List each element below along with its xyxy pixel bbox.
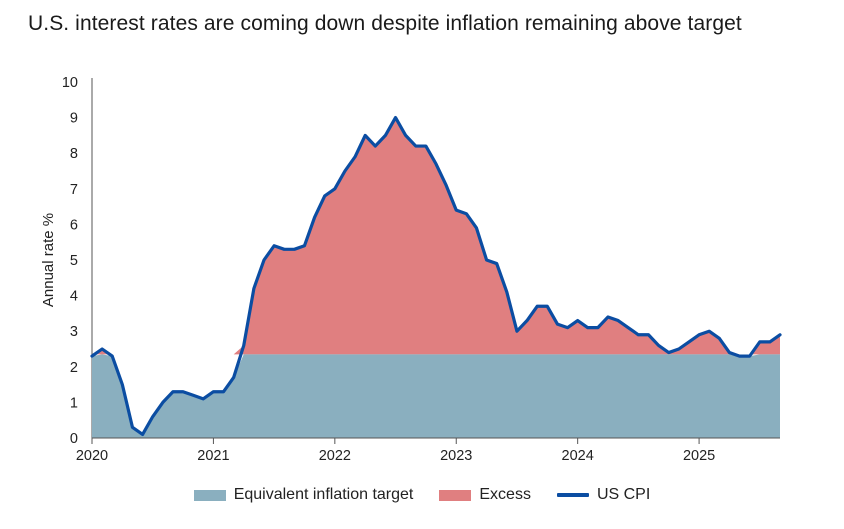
y-tick-label: 3 [70, 324, 78, 340]
y-tick-label: 4 [70, 289, 78, 305]
legend: Equivalent inflation target Excess US CP… [0, 486, 844, 504]
x-tick-label: 2024 [562, 448, 594, 464]
target-area [92, 354, 780, 438]
chart-svg: 0 1 2 3 4 5 6 7 8 9 10 2020 2021 2022 2023 2024 2025 An… [40, 75, 782, 464]
legend-item-cpi: US CPI [556, 486, 651, 504]
y-axis-label: Annual rate % [40, 213, 57, 307]
y-tick-label: 5 [70, 253, 78, 269]
cpi-line [90, 116, 782, 437]
x-axis: 2020 2021 2022 2023 2024 2025 [76, 437, 780, 464]
x-tick-label: 2021 [197, 448, 229, 464]
y-tick-label: 2 [70, 360, 78, 376]
y-tick-label: 8 [70, 146, 78, 162]
y-tick-label: 7 [70, 182, 78, 198]
legend-label-cpi: US CPI [596, 486, 651, 503]
y-tick-label: 0 [70, 431, 78, 447]
legend-swatch-target [193, 489, 226, 501]
x-tick-label: 2022 [319, 448, 351, 464]
legend-item-target: Equivalent inflation target [193, 486, 414, 504]
legend-swatch-excess [439, 489, 472, 501]
x-tick-label: 2020 [76, 448, 108, 464]
x-tick-label: 2023 [440, 448, 472, 464]
chart-title: U.S. interest rates are coming down desp… [28, 12, 742, 35]
legend-swatch-cpi [556, 493, 589, 497]
x-tick-label: 2025 [683, 448, 715, 464]
y-tick-label: 1 [70, 395, 78, 411]
y-tick-label: 10 [62, 75, 78, 91]
plot-area [90, 116, 782, 438]
y-axis: 0 1 2 3 4 5 6 7 8 9 10 [62, 75, 93, 447]
y-tick-label: 9 [70, 111, 78, 127]
y-tick-label: 6 [70, 217, 78, 233]
legend-label-excess: Excess [479, 486, 531, 503]
legend-item-excess: Excess [439, 486, 531, 504]
excess-area [92, 117, 780, 355]
legend-label-target: Equivalent inflation target [233, 486, 414, 503]
